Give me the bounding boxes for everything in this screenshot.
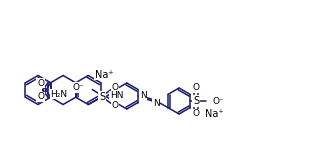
Text: S: S [99, 91, 105, 102]
Text: O: O [37, 79, 44, 88]
Text: O: O [193, 84, 200, 93]
Text: N: N [153, 98, 159, 108]
Text: O: O [193, 109, 200, 119]
Text: O: O [37, 92, 44, 101]
Text: N: N [140, 91, 146, 100]
Text: Na⁺: Na⁺ [95, 69, 114, 80]
Text: H₂N: H₂N [51, 90, 68, 99]
Text: S: S [193, 96, 199, 106]
Text: O⁻: O⁻ [72, 83, 84, 92]
Text: O⁻: O⁻ [212, 97, 224, 106]
Text: O: O [112, 101, 119, 110]
Text: Na⁺: Na⁺ [205, 109, 224, 119]
Text: HN: HN [110, 91, 123, 100]
Text: O: O [112, 83, 119, 92]
